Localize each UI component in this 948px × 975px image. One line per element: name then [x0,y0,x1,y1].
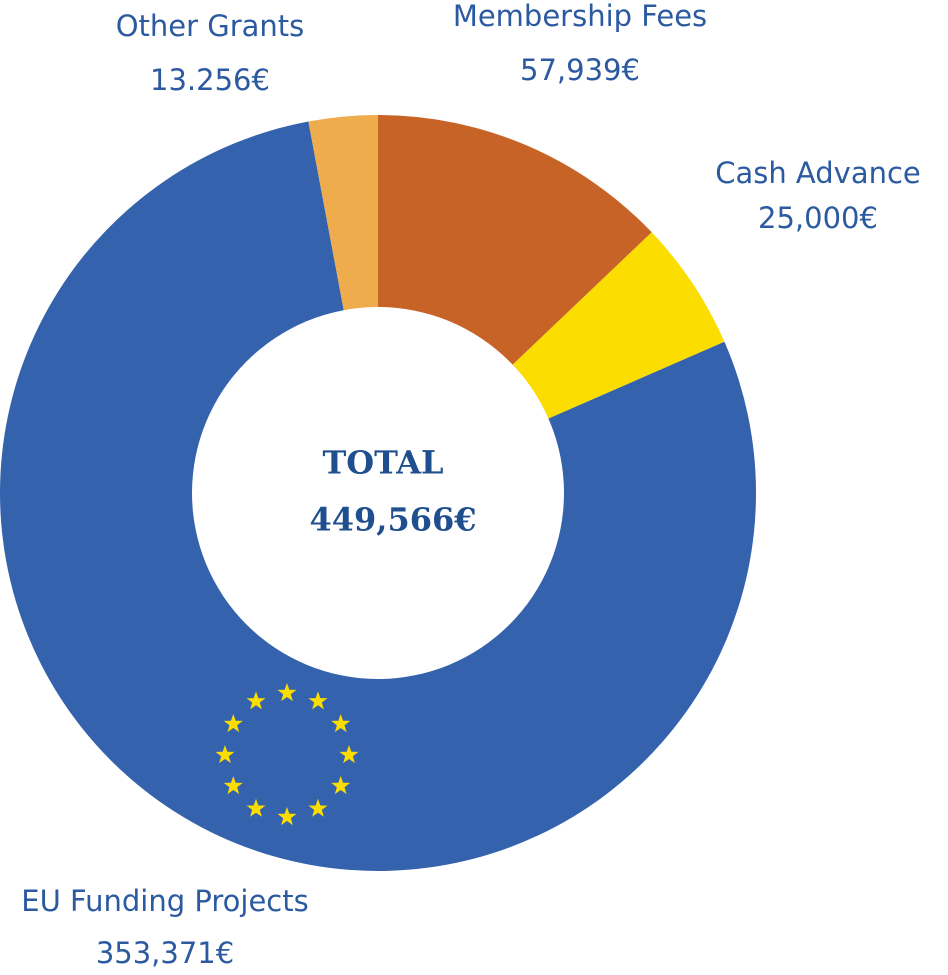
star [331,776,351,795]
slice-value: 13.256€ [150,63,270,97]
star [246,691,266,710]
star [223,776,243,795]
eu-stars [215,683,359,826]
star [308,798,328,817]
star [308,691,328,710]
slice-name: Cash Advance [715,156,921,190]
star [246,798,266,817]
slice-value: 353,371€ [96,936,234,970]
star [223,714,243,733]
slice-value: 25,000€ [758,201,878,235]
star [277,683,297,702]
slice-name: EU Funding Projects [21,884,308,918]
total-label: 449,566€ [310,501,477,539]
star [215,745,235,764]
star [331,714,351,733]
slice-value: 57,939€ [520,53,640,87]
star [277,807,297,826]
slice-name: Other Grants [116,9,305,43]
center-title: TOTAL [322,444,443,482]
slice-name: Membership Fees [453,0,707,33]
star [339,745,359,764]
donut-hole [192,307,564,679]
